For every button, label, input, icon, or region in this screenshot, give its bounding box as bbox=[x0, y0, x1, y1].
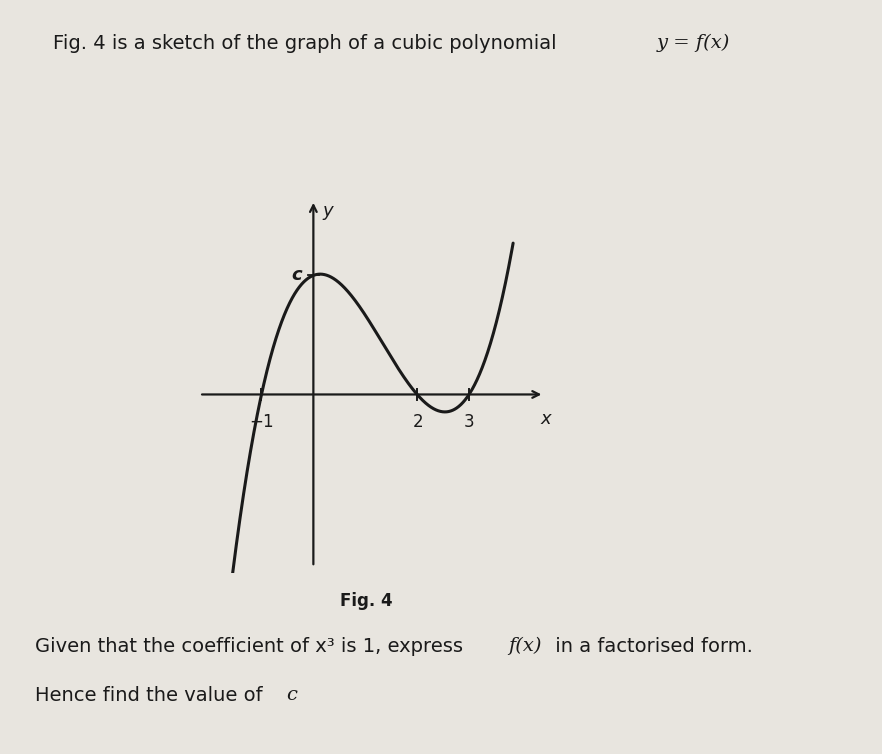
Text: c: c bbox=[287, 686, 297, 704]
Text: Hence find the value of: Hence find the value of bbox=[35, 686, 269, 705]
Text: f(x): f(x) bbox=[508, 637, 542, 655]
Text: $-1$: $-1$ bbox=[249, 414, 274, 431]
Text: Given that the coefficient of x³ is 1, express: Given that the coefficient of x³ is 1, e… bbox=[35, 637, 469, 656]
Text: Fig. 4: Fig. 4 bbox=[340, 592, 392, 610]
Text: x: x bbox=[541, 410, 551, 428]
Text: $2$: $2$ bbox=[412, 414, 422, 431]
Text: $3$: $3$ bbox=[463, 414, 475, 431]
Text: Fig. 4 is a sketch of the graph of a cubic polynomial: Fig. 4 is a sketch of the graph of a cub… bbox=[53, 34, 563, 53]
Text: in a factorised form.: in a factorised form. bbox=[549, 637, 753, 656]
Text: c: c bbox=[291, 266, 302, 284]
Text: y: y bbox=[323, 202, 333, 220]
Text: y = f(x): y = f(x) bbox=[657, 34, 730, 52]
